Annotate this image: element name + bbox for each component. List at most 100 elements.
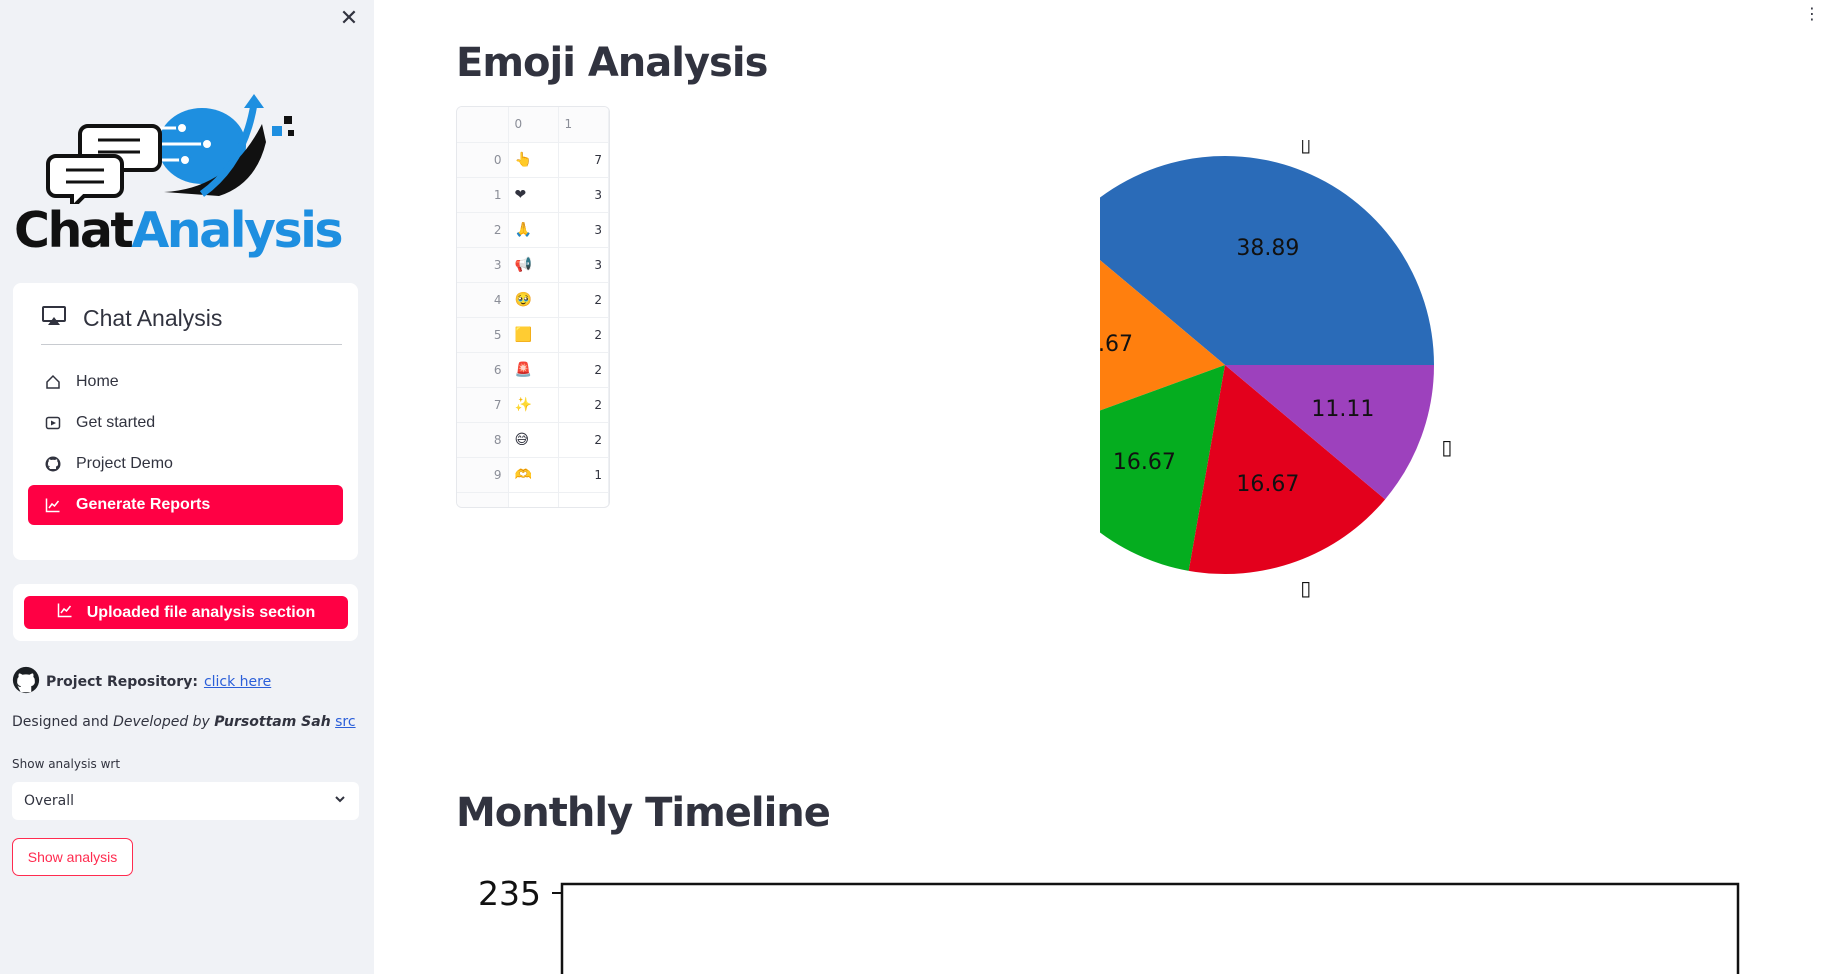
monthly-timeline-chart: 235 (478, 874, 1740, 974)
chart-line-icon (44, 496, 62, 514)
table-row[interactable]: 1 ❤ 3 (457, 177, 609, 213)
table-row[interactable]: 2 🙏 3 (457, 212, 609, 248)
pie-value-label: 16.67 (1236, 472, 1299, 497)
main-menu-icon[interactable]: ⋮ (1804, 4, 1820, 23)
menu-item-label: Home (76, 373, 119, 390)
pie-slice (1100, 260, 1225, 411)
emoji-cell: 👆 (508, 142, 559, 178)
menu-title-text: Chat Analysis (83, 305, 223, 331)
developed-by: Developed by (113, 714, 215, 730)
count-cell: 3 (558, 177, 609, 213)
column-header[interactable]: 0 (508, 107, 559, 143)
play-icon (44, 414, 62, 432)
upload-button-label: Uploaded file analysis section (86, 603, 316, 621)
analysis-wrt-select[interactable]: Overall (12, 782, 359, 820)
table-header-row: 0 1 (457, 107, 609, 143)
row-index-cell: 2 (457, 212, 509, 248)
repo-label: Project Repository: (46, 674, 198, 690)
table-row[interactable]: 4 🥹 2 (457, 282, 609, 318)
select-label: Show analysis wrt (12, 757, 121, 771)
logo-wordmark: ChatAnalysis (14, 202, 344, 259)
row-index-cell: 0 (457, 142, 509, 178)
emoji-cell: 🚨 (508, 352, 559, 388)
table-row-partial (457, 492, 609, 507)
row-index-cell: 4 (457, 282, 509, 318)
logo-word-analysis: Analysis (131, 202, 343, 259)
emoji-cell: 🫶 (508, 457, 559, 493)
upload-section-card: Uploaded file analysis section (13, 584, 358, 641)
emoji-cell: 📢 (508, 247, 559, 283)
emoji-cell: ✨ (508, 387, 559, 423)
count-cell: 2 (558, 422, 609, 458)
table-row[interactable]: 9 🫶 1 (457, 457, 609, 493)
menu-item-label: Generate Reports (76, 496, 211, 513)
project-repository: Project Repository: click here (12, 666, 271, 698)
pie-category-label: ▯ (1441, 435, 1452, 459)
github-icon (44, 455, 62, 473)
plot-frame (560, 882, 1740, 974)
index-header (457, 107, 509, 143)
pie-slice (1100, 365, 1225, 571)
pie-slice (1225, 365, 1434, 500)
table-row[interactable]: 3 📢 3 (457, 247, 609, 283)
column-header[interactable]: 1 (558, 107, 609, 143)
emoji-cell: 😅 (508, 422, 559, 458)
row-index-cell: 9 (457, 457, 509, 493)
count-cell: 3 (558, 212, 609, 248)
count-cell: 2 (558, 317, 609, 353)
pie-category-label: ▯ (1300, 576, 1311, 600)
row-index-cell: 8 (457, 422, 509, 458)
row-index-cell: 3 (457, 247, 509, 283)
y-tick-label: 235 (478, 874, 541, 913)
show-analysis-button[interactable]: Show analysis (12, 838, 133, 876)
table-row[interactable]: 8 😅 2 (457, 422, 609, 458)
select-value: Overall (24, 793, 75, 809)
count-cell: 2 (558, 387, 609, 423)
src-link[interactable]: src (335, 714, 356, 730)
designed-prefix: Designed and (12, 714, 114, 730)
home-icon (44, 373, 62, 391)
table-row[interactable]: 7 ✨ 2 (457, 387, 609, 423)
pie-slice (1188, 365, 1386, 574)
menu-item-generate-reports[interactable]: Generate Reports (28, 485, 343, 525)
monthly-timeline-heading: Monthly Timeline (456, 790, 831, 836)
chevron-down-icon (333, 792, 347, 810)
navigation-menu: Chat Analysis Home Get started Project D… (13, 283, 358, 560)
emoji-analysis-heading: Emoji Analysis (456, 40, 768, 86)
airplay-icon (41, 305, 67, 331)
menu-item-label: Project Demo (76, 455, 173, 472)
menu-title: Chat Analysis (41, 305, 342, 345)
emoji-cell: 🟨 (508, 317, 559, 353)
count-cell: 1 (558, 457, 609, 493)
emoji-cell: 🥹 (508, 282, 559, 318)
pie-value-label: 16.67 (1113, 450, 1176, 475)
repo-link[interactable]: click here (203, 674, 272, 690)
count-cell: 2 (558, 352, 609, 388)
row-index-cell: 1 (457, 177, 509, 213)
pie-value-label: 11.11 (1311, 397, 1374, 422)
designed-by-text: Designed and Developed by Pursottam Sah … (12, 714, 356, 730)
chart-line-icon (57, 602, 73, 623)
sidebar: ✕ ChatAnalysis (0, 0, 374, 974)
chat-analysis-logo: ChatAnalysis (14, 94, 344, 266)
uploaded-file-analysis-button[interactable]: Uploaded file analysis section (24, 596, 348, 629)
menu-item-get-started[interactable]: Get started (28, 403, 343, 443)
row-index-cell: 6 (457, 352, 509, 388)
pie-slice (1100, 156, 1434, 365)
emoji-cell: ❤ (508, 177, 559, 213)
table-row[interactable]: 0 👆 7 (457, 142, 609, 178)
row-index-cell: 5 (457, 317, 509, 353)
author-name: Pursottam Sah (214, 714, 331, 730)
table-row[interactable]: 6 🚨 2 (457, 352, 609, 388)
logo-word-chat: Chat (14, 202, 134, 259)
pie-value-label: 38.89 (1236, 236, 1299, 261)
pie-value-label: 16.67 (1100, 332, 1133, 357)
row-index-cell: 7 (457, 387, 509, 423)
menu-item-home[interactable]: Home (28, 362, 343, 402)
menu-item-project-demo[interactable]: Project Demo (28, 444, 343, 484)
emoji-dataframe[interactable]: 0 1 0 👆 7 1 ❤ 3 2 🙏 3 3 📢 3 4 🥹 2 5 🟨 2 6 🚨 2 7 ✨ 2 8 😅 2 9 🫶 1 (456, 106, 610, 508)
close-sidebar-button[interactable]: ✕ (339, 6, 359, 31)
count-cell: 7 (558, 142, 609, 178)
table-row[interactable]: 5 🟨 2 (457, 317, 609, 353)
pie-category-label: ▯ (1300, 140, 1311, 156)
